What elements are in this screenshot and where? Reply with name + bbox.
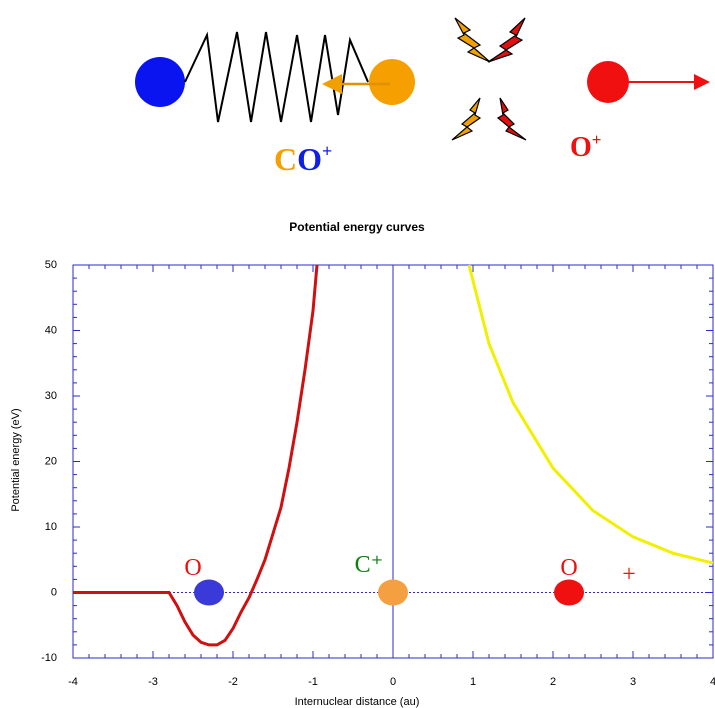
carbon-atom <box>135 57 185 107</box>
spring <box>184 31 369 123</box>
label-part: + <box>592 130 602 149</box>
chart: Potential energy curves Internuclear dis… <box>10 220 715 708</box>
atom-marker <box>554 579 584 606</box>
annotation: + <box>622 562 636 588</box>
label-part: + <box>322 141 332 161</box>
chart-title: Potential energy curves <box>289 220 425 234</box>
y-tick-label: 10 <box>45 521 57 533</box>
y-tick-label: 20 <box>45 455 57 467</box>
plot-frame <box>72 264 714 659</box>
annotation: C⁺ <box>355 552 384 578</box>
label-part: C <box>274 141 297 177</box>
y-tick-label: 40 <box>45 324 57 336</box>
x-axis-label: Internuclear distance (au) <box>295 696 420 708</box>
ion-label: O+ <box>570 130 601 164</box>
x-tick-label: -2 <box>228 676 238 688</box>
y-tick-label: 0 <box>51 586 57 598</box>
curve <box>73 264 319 647</box>
x-tick-label: 2 <box>550 676 556 688</box>
y-axis-label: Potential energy (eV) <box>10 408 22 511</box>
x-tick-label: 4 <box>710 676 715 688</box>
molecule-label: CO+ <box>274 141 332 177</box>
y-tick-label: 50 <box>45 259 57 271</box>
x-tick-label: -4 <box>68 676 78 688</box>
label-part: O <box>570 132 592 163</box>
x-tick-label: 1 <box>470 676 476 688</box>
y-tick-label: -10 <box>41 652 57 664</box>
x-tick-label: -1 <box>308 676 318 688</box>
x-tick-label: -3 <box>148 676 158 688</box>
label-part: O <box>297 141 322 177</box>
bolts <box>451 17 527 141</box>
annotation: O <box>184 555 201 581</box>
x-tick-label: 3 <box>630 676 636 688</box>
diagram: CO+ O+ <box>135 17 710 177</box>
atom-marker <box>194 579 224 606</box>
y-tick-label: 30 <box>45 390 57 402</box>
atom-marker <box>378 579 408 606</box>
oxygen-atom <box>369 59 415 105</box>
annotation: O <box>560 555 577 581</box>
x-tick-label: 0 <box>390 676 396 688</box>
curve <box>467 264 714 565</box>
oxygen-ion <box>587 61 629 103</box>
